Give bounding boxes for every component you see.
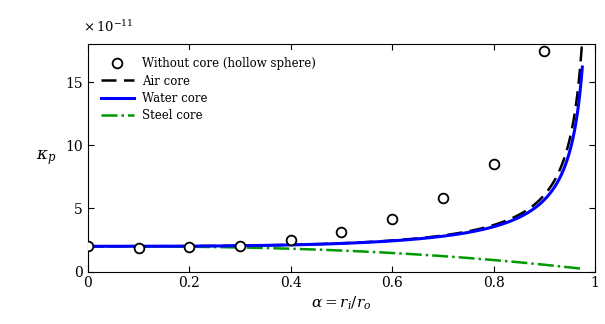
Steel core — [110, 244, 117, 248]
Water core — [579, 65, 586, 69]
Legend: Without core (hollow sphere), Air core, Water core, Steel core: Without core (hollow sphere), Air core, … — [94, 50, 323, 129]
Steel core — [312, 248, 319, 251]
Air core — [564, 145, 571, 149]
Without core (hollow sphere) — [388, 216, 396, 220]
Water core — [564, 156, 571, 160]
Line: Without core (hollow sphere): Without core (hollow sphere) — [83, 46, 549, 252]
Air core — [110, 244, 117, 248]
Water core — [312, 242, 319, 246]
Line: Steel core: Steel core — [88, 246, 583, 269]
Water core — [564, 156, 572, 159]
Y-axis label: $\kappa_p$: $\kappa_p$ — [36, 148, 56, 168]
Water core — [474, 229, 481, 233]
Steel core — [564, 265, 572, 269]
Without core (hollow sphere) — [84, 244, 91, 248]
Line: Water core: Water core — [88, 67, 583, 246]
Air core — [325, 242, 332, 246]
Without core (hollow sphere) — [541, 49, 548, 52]
Air core — [564, 144, 572, 148]
Steel core — [564, 265, 571, 269]
Air core — [312, 242, 319, 246]
Water core — [110, 244, 117, 248]
Air core — [579, 37, 586, 40]
Steel core — [579, 267, 586, 271]
Without core (hollow sphere) — [287, 238, 295, 242]
Without core (hollow sphere) — [490, 162, 497, 166]
Air core — [84, 244, 91, 248]
Water core — [325, 242, 332, 246]
Steel core — [325, 248, 332, 252]
Without core (hollow sphere) — [439, 196, 446, 200]
Without core (hollow sphere) — [338, 230, 345, 234]
Without core (hollow sphere) — [135, 246, 142, 249]
X-axis label: $\alpha=r_i/r_o$: $\alpha=r_i/r_o$ — [311, 295, 371, 312]
Steel core — [474, 257, 481, 260]
Text: $\times\,10^{-11}$: $\times\,10^{-11}$ — [83, 19, 133, 35]
Steel core — [84, 244, 91, 248]
Without core (hollow sphere) — [237, 244, 244, 248]
Water core — [84, 244, 91, 248]
Air core — [474, 227, 481, 231]
Without core (hollow sphere) — [186, 245, 193, 249]
Line: Air core: Air core — [88, 39, 583, 246]
